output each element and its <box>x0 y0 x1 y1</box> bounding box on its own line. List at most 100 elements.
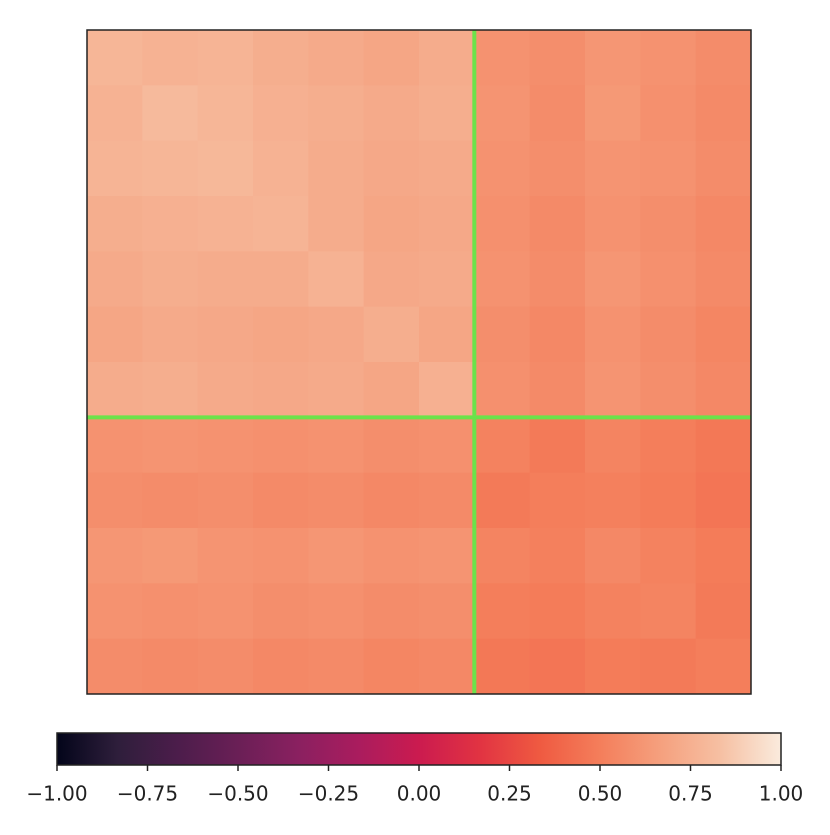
heatmap-cell <box>585 85 641 142</box>
heatmap-cell <box>585 528 641 584</box>
colorbar-tick-label: −1.00 <box>26 782 87 806</box>
heatmap-cell <box>695 417 752 474</box>
heatmap-cell <box>695 140 752 197</box>
heatmap-cell <box>197 30 254 86</box>
heatmap-cell <box>695 196 752 252</box>
heatmap-cell <box>474 251 531 308</box>
heatmap-cell <box>197 306 254 363</box>
heatmap-cell <box>253 362 309 418</box>
heatmap-cell <box>695 472 752 529</box>
heatmap-cell <box>695 85 752 142</box>
heatmap-cell <box>474 306 531 363</box>
heatmap-cell <box>474 583 531 640</box>
heatmap-cell <box>142 306 199 363</box>
heatmap-cell <box>253 140 309 197</box>
heatmap-cell <box>695 362 752 418</box>
heatmap-cell <box>142 638 199 695</box>
heatmap-cell <box>585 472 641 529</box>
heatmap-cell <box>640 528 697 584</box>
heatmap-cell <box>529 251 586 308</box>
heatmap-cell <box>640 196 697 252</box>
heatmap-cell <box>585 140 641 197</box>
heatmap-cell <box>640 472 697 529</box>
heatmap-cell <box>197 583 254 640</box>
heatmap-cell <box>419 196 475 252</box>
heatmap-cell <box>695 30 752 86</box>
heatmap-cell <box>363 140 420 197</box>
heatmap-cell <box>363 362 420 418</box>
heatmap-cell <box>529 362 586 418</box>
heatmap-cell <box>585 306 641 363</box>
colorbar <box>56 732 782 766</box>
heatmap-cell <box>308 528 365 584</box>
heatmap-cell <box>253 196 309 252</box>
heatmap-cell <box>253 85 309 142</box>
heatmap-cell <box>474 472 531 529</box>
heatmap-cell <box>585 30 641 86</box>
heatmap-cell <box>363 251 420 308</box>
heatmap-cell <box>308 140 365 197</box>
heatmap-cell <box>253 251 309 308</box>
heatmap-cell <box>529 196 586 252</box>
heatmap-cell <box>308 638 365 695</box>
heatmap-cell <box>308 196 365 252</box>
heatmap-cell <box>142 30 199 86</box>
heatmap-cell <box>529 417 586 474</box>
heatmap-cell <box>529 85 586 142</box>
colorbar-tick-label: 0.75 <box>668 782 713 806</box>
heatmap-cell <box>308 85 365 142</box>
heatmap-cell <box>640 251 697 308</box>
heatmap-cell <box>585 583 641 640</box>
heatmap-cell <box>142 583 199 640</box>
heatmap-cell <box>529 140 586 197</box>
heatmap-cell <box>640 140 697 197</box>
heatmap-cell <box>87 30 143 86</box>
heatmap-cell <box>640 30 697 86</box>
heatmap-cell <box>363 30 420 86</box>
heatmap-cell <box>585 362 641 418</box>
heatmap-cell <box>640 638 697 695</box>
heatmap-cell <box>142 417 199 474</box>
heatmap-cell <box>695 251 752 308</box>
heatmap-cell <box>142 251 199 308</box>
heatmap-cell <box>308 583 365 640</box>
colorbar-tick-label: 0.25 <box>487 782 532 806</box>
heatmap-cell <box>308 472 365 529</box>
heatmap-cell <box>419 362 475 418</box>
heatmap-cell <box>197 85 254 142</box>
heatmap-cell <box>585 196 641 252</box>
heatmap-cell <box>253 472 309 529</box>
heatmap-cell <box>363 417 420 474</box>
heatmap-cell <box>87 362 143 418</box>
heatmap-cell <box>87 528 143 584</box>
heatmap-cell <box>695 306 752 363</box>
heatmap-cell <box>142 528 199 584</box>
heatmap-cell <box>308 306 365 363</box>
heatmap-cell <box>419 528 475 584</box>
heatmap-cell <box>529 472 586 529</box>
heatmap-cell <box>474 30 531 86</box>
heatmap-cell <box>474 196 531 252</box>
heatmap-cell <box>474 362 531 418</box>
heatmap-cell <box>529 528 586 584</box>
heatmap-cell <box>419 583 475 640</box>
heatmap-cell <box>142 196 199 252</box>
heatmap-cell <box>585 638 641 695</box>
heatmap-cell <box>142 140 199 197</box>
heatmap-cell <box>253 583 309 640</box>
heatmap-cell <box>640 417 697 474</box>
heatmap-cell <box>695 528 752 584</box>
heatmap-cell <box>640 583 697 640</box>
heatmap-cell <box>419 472 475 529</box>
heatmap-cell <box>87 472 143 529</box>
heatmap-cell <box>640 85 697 142</box>
heatmap-cell <box>474 638 531 695</box>
heatmap-cell <box>474 140 531 197</box>
colorbar-tick-label: 0.00 <box>397 782 442 806</box>
heatmap-cell <box>419 417 475 474</box>
heatmap-cell <box>197 362 254 418</box>
heatmap-cell <box>87 85 143 142</box>
heatmap-cell <box>197 251 254 308</box>
heatmap-cell <box>419 85 475 142</box>
